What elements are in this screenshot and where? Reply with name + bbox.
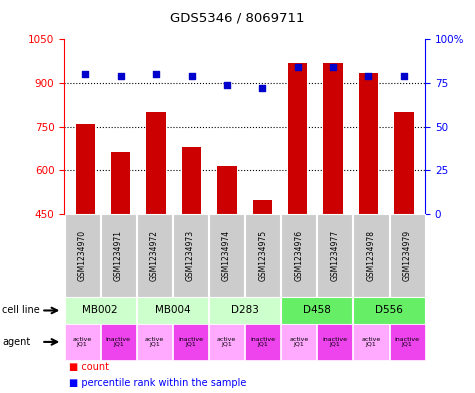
Text: inactive
JQ1: inactive JQ1 xyxy=(178,336,203,347)
Text: GDS5346 / 8069711: GDS5346 / 8069711 xyxy=(170,12,305,25)
Text: GSM1234977: GSM1234977 xyxy=(331,230,339,281)
Bar xyxy=(217,166,237,214)
Text: agent: agent xyxy=(2,337,30,347)
Text: inactive
JQ1: inactive JQ1 xyxy=(106,336,131,347)
Text: GSM1234978: GSM1234978 xyxy=(367,230,375,281)
Text: GSM1234976: GSM1234976 xyxy=(294,230,303,281)
Text: MB002: MB002 xyxy=(83,305,118,316)
Text: GSM1234972: GSM1234972 xyxy=(150,230,159,281)
Text: D556: D556 xyxy=(375,305,403,316)
Point xyxy=(258,85,266,92)
Text: MB004: MB004 xyxy=(155,305,190,316)
Point xyxy=(294,64,302,70)
Text: active
JQ1: active JQ1 xyxy=(73,336,92,347)
Bar xyxy=(253,200,272,214)
Text: cell line: cell line xyxy=(2,305,40,316)
Bar xyxy=(146,112,166,214)
Point xyxy=(82,71,89,77)
Point xyxy=(188,73,195,79)
Text: active
JQ1: active JQ1 xyxy=(289,336,308,347)
Bar xyxy=(76,124,95,214)
Text: active
JQ1: active JQ1 xyxy=(145,336,164,347)
Text: inactive
JQ1: inactive JQ1 xyxy=(395,336,419,347)
Text: GSM1234975: GSM1234975 xyxy=(258,230,267,281)
Point xyxy=(117,73,124,79)
Point xyxy=(329,64,337,70)
Text: D458: D458 xyxy=(303,305,331,316)
Bar xyxy=(394,112,414,214)
Point xyxy=(152,71,160,77)
Point xyxy=(400,73,408,79)
Point xyxy=(223,82,231,88)
Text: D283: D283 xyxy=(231,305,258,316)
Text: GSM1234974: GSM1234974 xyxy=(222,230,231,281)
Text: ■ percentile rank within the sample: ■ percentile rank within the sample xyxy=(69,378,246,388)
Text: ■ count: ■ count xyxy=(69,362,109,373)
Text: active
JQ1: active JQ1 xyxy=(361,336,380,347)
Bar xyxy=(111,152,131,214)
Text: active
JQ1: active JQ1 xyxy=(217,336,236,347)
Text: GSM1234973: GSM1234973 xyxy=(186,230,195,281)
Text: GSM1234971: GSM1234971 xyxy=(114,230,123,281)
Text: inactive
JQ1: inactive JQ1 xyxy=(323,336,347,347)
Bar xyxy=(323,62,343,214)
Text: inactive
JQ1: inactive JQ1 xyxy=(250,336,275,347)
Text: GSM1234979: GSM1234979 xyxy=(403,230,411,281)
Bar xyxy=(182,147,201,214)
Bar xyxy=(359,73,378,214)
Bar xyxy=(288,62,307,214)
Point xyxy=(365,73,372,79)
Text: GSM1234970: GSM1234970 xyxy=(78,230,86,281)
